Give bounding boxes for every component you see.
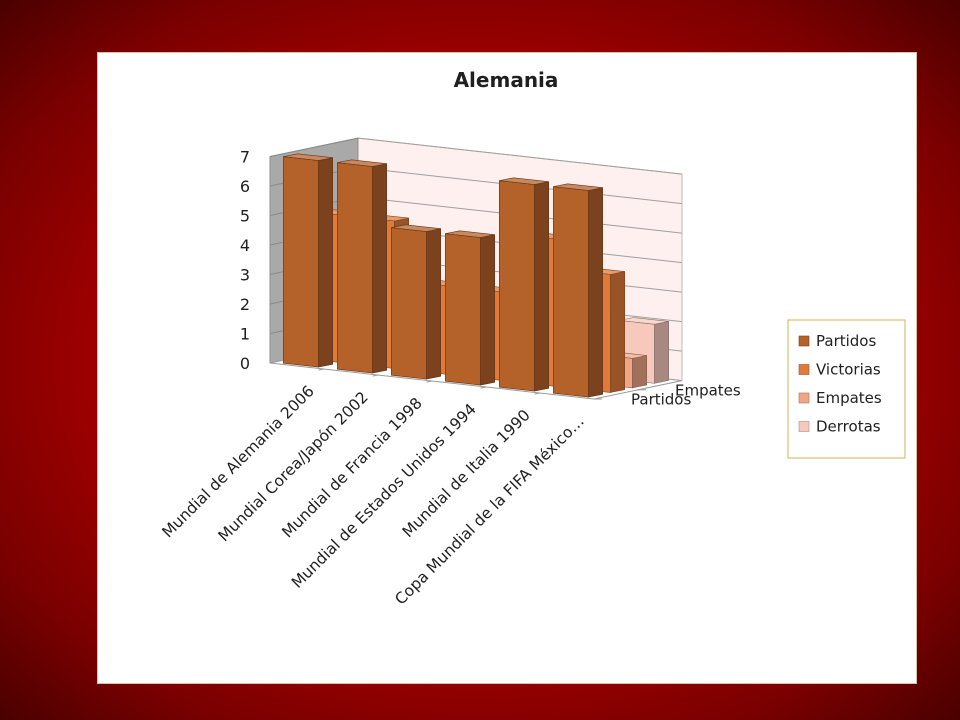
legend-swatch: [798, 364, 810, 375]
y-tick-label: 2: [240, 295, 250, 314]
x-tick-mark: [534, 392, 541, 395]
depth-axis-label: Partidos: [631, 391, 691, 409]
x-tick-mark: [372, 374, 379, 377]
y-tick-label: 1: [240, 325, 250, 344]
y-tick-label: 5: [240, 207, 250, 226]
gridline: [357, 137, 683, 175]
y-tick-label: 4: [240, 236, 250, 255]
gridline-side: [269, 137, 359, 157]
legend-swatch: [798, 392, 810, 404]
bar-partidos-3: [444, 230, 496, 386]
legend-label: Derrotas: [816, 418, 881, 436]
x-tick-mark: [426, 380, 433, 383]
x-tick-mark: [480, 386, 487, 389]
legend-label: Empates: [816, 389, 882, 407]
legend-swatch: [798, 335, 810, 347]
bar-partidos-1: [337, 159, 388, 374]
y-tick-label: 7: [240, 148, 250, 167]
legend-swatch: [798, 421, 810, 432]
bar-partidos-2: [390, 224, 442, 380]
y-tick-label: 6: [240, 177, 250, 196]
bar-partidos-0: [283, 153, 333, 368]
y-tick-label: 0: [240, 354, 250, 373]
bar-partidos-4: [498, 177, 550, 392]
bar-partidos-5: [552, 183, 604, 398]
chart-title: Alemania: [454, 68, 559, 92]
legend-label: Partidos: [816, 332, 876, 350]
x-tick-mark: [318, 368, 325, 371]
depth-axis-label: Empates: [675, 382, 741, 400]
y-tick-label: 3: [240, 266, 250, 285]
legend-label: Victorias: [816, 361, 881, 379]
